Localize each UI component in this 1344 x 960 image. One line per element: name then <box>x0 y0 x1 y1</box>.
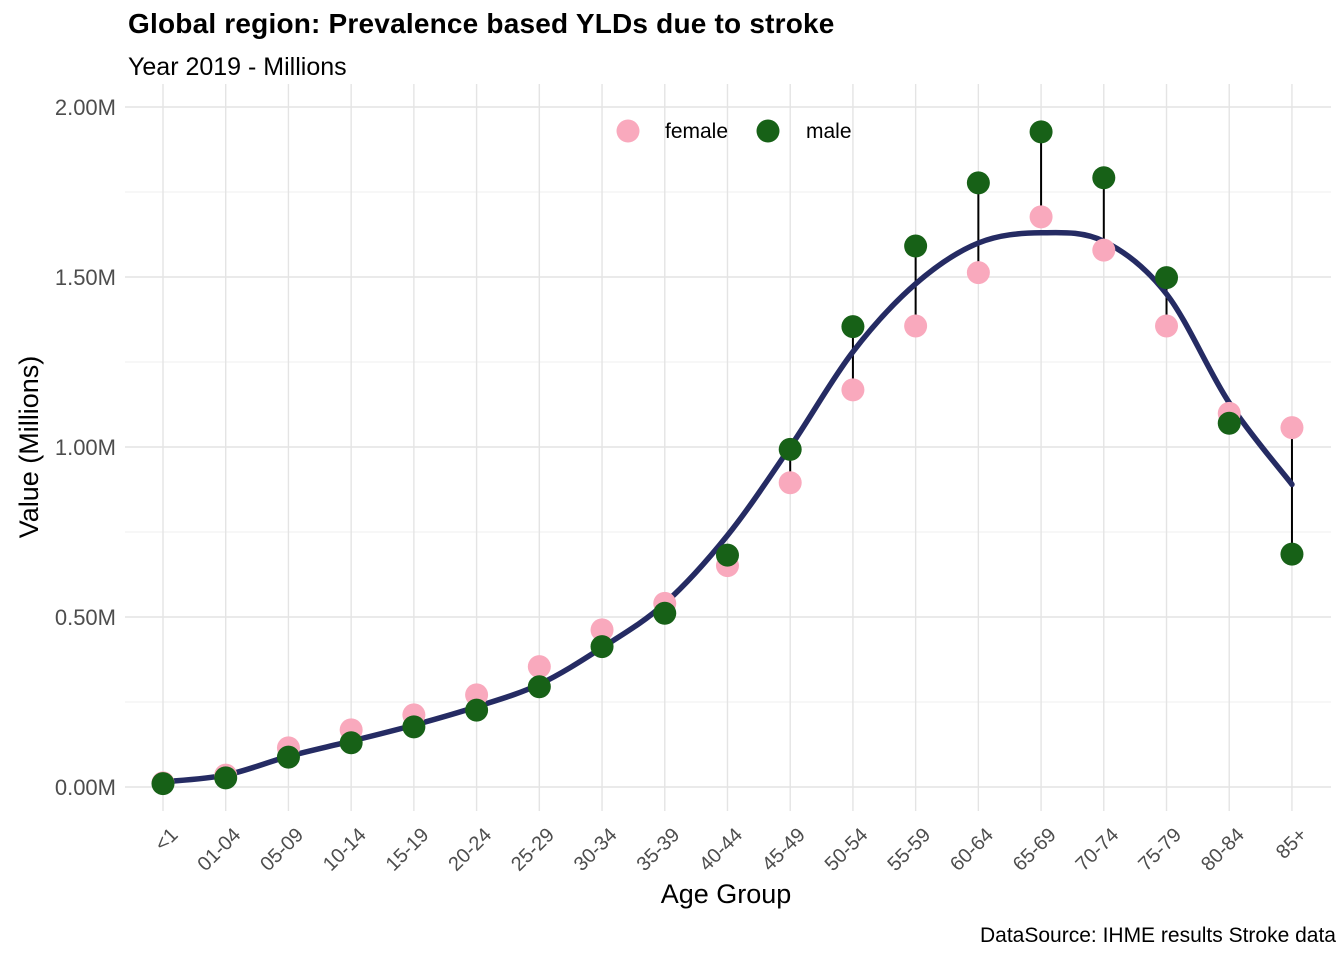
y-tick-label: 1.50M <box>55 265 116 290</box>
data-point-male <box>1217 411 1241 435</box>
y-tick-label: 1.00M <box>55 435 116 460</box>
data-point-male <box>465 698 489 722</box>
x-tick-label: 60-64 <box>946 824 998 876</box>
x-tick-label: 45-49 <box>758 824 810 876</box>
x-tick-label: 75-79 <box>1134 824 1186 876</box>
data-point-male <box>339 731 363 755</box>
trend-line <box>160 229 1295 785</box>
data-point-female <box>527 655 551 679</box>
legend-label-male: male <box>806 120 852 143</box>
y-tick-label: 2.00M <box>55 95 116 120</box>
x-axis-tick-labels: <1 01-04 05-09 10-14 15-19 20-24 25-29 30-34 35-… <box>151 824 1312 876</box>
data-point-male <box>653 601 677 625</box>
data-point-male <box>904 234 928 258</box>
x-tick-label: 05-09 <box>256 824 308 876</box>
data-point-female <box>778 471 802 495</box>
gridlines <box>125 84 1331 811</box>
legend-label-female: female <box>665 120 728 143</box>
x-tick-label: 30-34 <box>570 824 622 876</box>
data-point-male <box>841 315 865 339</box>
x-tick-label: 70-74 <box>1072 824 1124 876</box>
y-tick-label: 0.00M <box>55 775 116 800</box>
data-point-male <box>151 772 175 796</box>
y-tick-label: 0.50M <box>55 605 116 630</box>
data-point-female <box>590 618 614 642</box>
data-point-male <box>402 715 426 739</box>
caption: DataSource: IHME results Stroke data <box>980 924 1336 947</box>
x-tick-label: 15-19 <box>382 824 434 876</box>
data-point-female <box>1155 314 1179 338</box>
data-point-male <box>715 543 739 567</box>
data-point-male <box>527 675 551 699</box>
data-point-male <box>1029 120 1053 144</box>
x-tick-label: 20-24 <box>444 824 496 876</box>
x-tick-label: 85+ <box>1272 824 1312 864</box>
legend: female male <box>616 119 852 143</box>
data-point-male <box>1155 266 1179 290</box>
data-point-female <box>904 314 928 338</box>
data-point-female <box>1280 416 1304 440</box>
data-point-female <box>841 378 865 402</box>
data-point-male <box>276 745 300 769</box>
chart-subtitle: Year 2019 - Millions <box>128 53 347 81</box>
x-tick-label: 55-59 <box>883 824 935 876</box>
x-tick-label: <1 <box>151 824 183 856</box>
data-point-male <box>214 766 238 790</box>
x-tick-label: 01-04 <box>194 824 246 876</box>
data-point-male <box>778 437 802 461</box>
data-point-female <box>1029 205 1053 229</box>
data-point-male <box>590 635 614 659</box>
y-axis-tick-labels: 0.00M 0.50M 1.00M 1.50M 2.00M <box>55 95 116 800</box>
data-point-male <box>966 171 990 195</box>
x-tick-label: 65-69 <box>1009 824 1061 876</box>
x-tick-label: 10-14 <box>319 824 371 876</box>
legend-dot-female <box>616 119 640 143</box>
x-tick-label: 50-54 <box>821 824 873 876</box>
x-tick-label: 80-84 <box>1197 824 1249 876</box>
data-point-male <box>1280 542 1304 566</box>
x-axis-title: Age Group <box>661 879 792 909</box>
legend-dot-male <box>756 119 780 143</box>
data-point-female <box>1092 238 1116 262</box>
x-tick-label: 40-44 <box>695 824 747 876</box>
data-points <box>151 120 1304 796</box>
x-tick-label: 35-39 <box>633 824 685 876</box>
x-tick-label: 25-29 <box>507 824 559 876</box>
data-point-male <box>1092 166 1116 190</box>
data-point-female <box>966 261 990 285</box>
y-axis-title: Value (Millions) <box>14 356 44 539</box>
chart-title: Global region: Prevalence based YLDs due… <box>128 8 835 39</box>
